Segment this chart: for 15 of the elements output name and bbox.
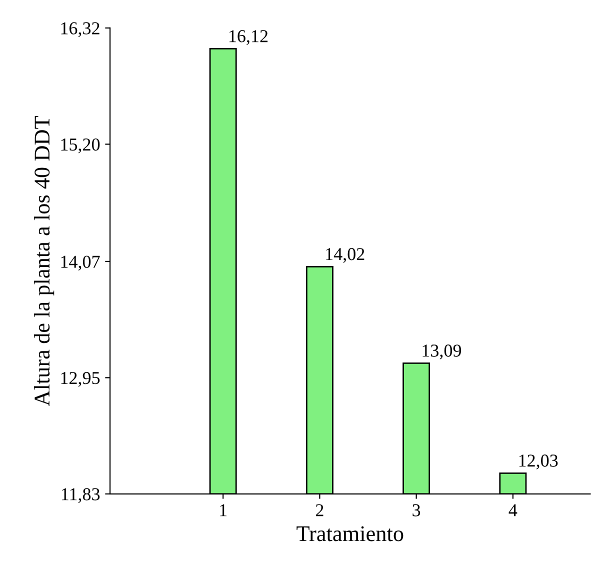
- x-tick-label: 4: [508, 504, 518, 516]
- x-tick-label: 3: [412, 504, 420, 516]
- y-axis-title: Altura de la planta a los 40 DDT: [34, 116, 54, 406]
- data-label: 12,03: [519, 454, 558, 470]
- y-tick-label: 15,20: [61, 138, 100, 154]
- y-tick-label: 16,32: [61, 22, 100, 38]
- y-tick-label: 14,07: [61, 256, 100, 271]
- data-label: 14,02: [326, 248, 364, 263]
- x-axis-title: Tratamiento: [296, 526, 404, 542]
- y-tick-label: 12,95: [61, 372, 100, 387]
- data-label: 13,09: [422, 344, 462, 360]
- y-tick-label: 11,83: [62, 488, 100, 503]
- x-tick-label: 1: [220, 504, 227, 516]
- data-label: 16,12: [229, 30, 268, 45]
- x-tick-label: 2: [316, 504, 324, 516]
